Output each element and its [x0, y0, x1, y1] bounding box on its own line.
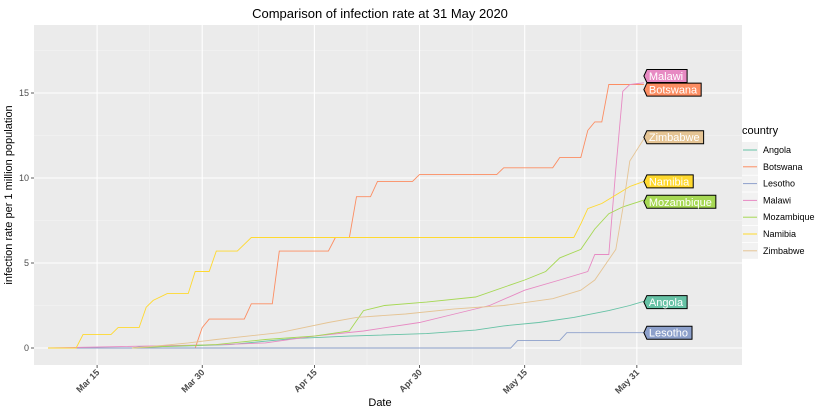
x-tick-label: Apr 15: [292, 367, 319, 394]
end-label-box: [643, 325, 693, 340]
end-label-text: Malawi: [649, 71, 683, 83]
end-label-text: Mozambique: [649, 197, 712, 209]
end-label-botswana: Botswana: [643, 82, 702, 97]
end-label-box: [643, 295, 688, 310]
y-tick-label: 15: [19, 88, 29, 98]
end-label-box: [643, 130, 705, 145]
x-axis-title: Date: [368, 397, 391, 409]
legend-label: Lesotho: [763, 179, 795, 189]
series-line-mozambique: [132, 199, 645, 349]
legend: country Angola Botswana Lesotho Malawi Mozam…: [742, 125, 815, 259]
end-label-box: [643, 194, 717, 209]
legend-label: Botswana: [763, 162, 803, 172]
end-label-text: Botswana: [649, 85, 698, 97]
x-tick-label: Mar 15: [74, 367, 101, 394]
end-labels: Malawi Botswana Zimbabwe Namibia Mozambique A…: [643, 69, 717, 340]
end-label-box: [643, 174, 694, 189]
legend-title: country: [742, 125, 779, 137]
end-label-malawi: Malawi: [643, 69, 688, 83]
y-tick-label: 0: [24, 343, 29, 353]
series-line-zimbabwe: [132, 138, 645, 349]
x-tick-label: May 15: [501, 367, 529, 395]
end-label-text: Angola: [649, 297, 684, 309]
series-line-malawi: [47, 82, 644, 349]
x-tick-label: Mar 30: [179, 367, 206, 394]
end-label-zimbabwe: Zimbabwe: [643, 130, 705, 145]
y-axis-title: infection rate per 1 million population: [3, 105, 15, 284]
legend-label: Namibia: [763, 229, 796, 239]
end-label-angola: Angola: [643, 295, 688, 310]
y-tick-label: 10: [19, 173, 29, 183]
legend-label: Mozambique: [763, 212, 815, 222]
series-lines: [47, 82, 645, 349]
end-label-lesotho: Lesotho: [643, 325, 693, 340]
end-label-text: Lesotho: [649, 328, 688, 340]
legend-label: Angola: [763, 145, 791, 155]
legend-label: Zimbabwe: [763, 246, 805, 256]
end-label-text: Namibia: [649, 176, 690, 188]
end-label-namibia: Namibia: [643, 174, 694, 189]
end-label-text: Zimbabwe: [649, 132, 700, 144]
series-line-namibia: [48, 180, 645, 349]
x-tick-label: Apr 30: [397, 367, 424, 394]
series-line-lesotho: [48, 332, 644, 349]
end-label-box: [643, 82, 702, 97]
series-line-botswana: [48, 84, 644, 349]
end-label-box: [643, 69, 688, 83]
x-tick-label: May 31: [613, 367, 641, 395]
chart-title: Comparison of infection rate at 31 May 2…: [252, 6, 508, 21]
y-tick-label: 5: [24, 258, 29, 268]
legend-label: Malawi: [763, 195, 791, 205]
plot-panel: [34, 25, 742, 365]
end-label-mozambique: Mozambique: [643, 194, 717, 209]
